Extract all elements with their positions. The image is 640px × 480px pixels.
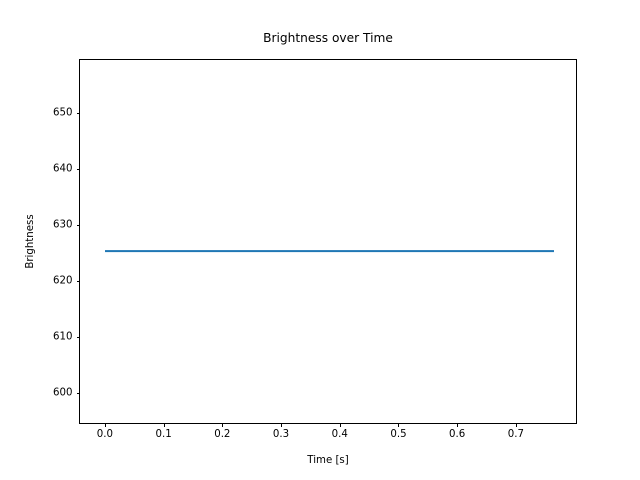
x-axis-tick — [457, 423, 459, 427]
x-axis-label: Time [s] — [307, 455, 349, 466]
x-axis-tick — [398, 423, 400, 427]
data-line-segment — [154, 250, 205, 253]
x-axis-tick — [339, 423, 341, 427]
plot-axes: 600 610 620 630 640 650 0.0 0.1 0.2 0.3 0.4 0.5 0.6 0… — [53, 59, 577, 440]
page-title: Brightness over Time — [263, 31, 393, 45]
y-axis-tick — [76, 168, 80, 170]
x-axis-tick-label: 0.6 — [449, 429, 466, 440]
x-axis-tick-label: 0.4 — [331, 429, 348, 440]
y-axis-tick-label: 600 — [53, 387, 73, 399]
x-axis-tick — [163, 423, 165, 427]
y-axis-tick-label: 620 — [53, 275, 73, 287]
y-axis-tick — [76, 224, 80, 226]
x-axis-tick-label: 0.1 — [155, 429, 172, 440]
plot-canvas — [80, 60, 576, 423]
data-line-segment — [404, 250, 455, 253]
y-axis-tick — [76, 336, 80, 338]
x-axis-tick — [515, 423, 517, 427]
y-axis-tick-label: 640 — [53, 163, 73, 175]
y-axis-tick — [76, 112, 80, 114]
y-axis-tick-label: 610 — [53, 331, 73, 343]
y-axis-tick-label: 650 — [53, 107, 73, 119]
y-axis-label: Brightness — [25, 214, 36, 269]
x-axis-tick — [222, 423, 224, 427]
y-axis-tick-label: 630 — [53, 219, 73, 231]
data-line-segment — [204, 250, 255, 253]
y-axis-tick — [76, 280, 80, 282]
x-axis-tick-label: 0.2 — [214, 429, 231, 440]
x-axis-tick-label: 0.0 — [96, 429, 113, 440]
x-axis-tick-label: 0.7 — [507, 429, 524, 440]
x-axis-tick-label: 0.5 — [390, 429, 407, 440]
data-line-segment — [504, 250, 555, 253]
data-line-segment — [104, 250, 155, 253]
x-axis-tick-label: 0.3 — [272, 429, 290, 440]
data-line-segment — [254, 250, 305, 253]
x-axis-tick — [281, 423, 283, 427]
data-line-segment — [454, 250, 505, 253]
y-axis-tick — [76, 392, 80, 394]
data-line-segment — [354, 250, 405, 253]
x-axis-tick — [104, 423, 106, 427]
data-line-segment — [304, 250, 355, 253]
